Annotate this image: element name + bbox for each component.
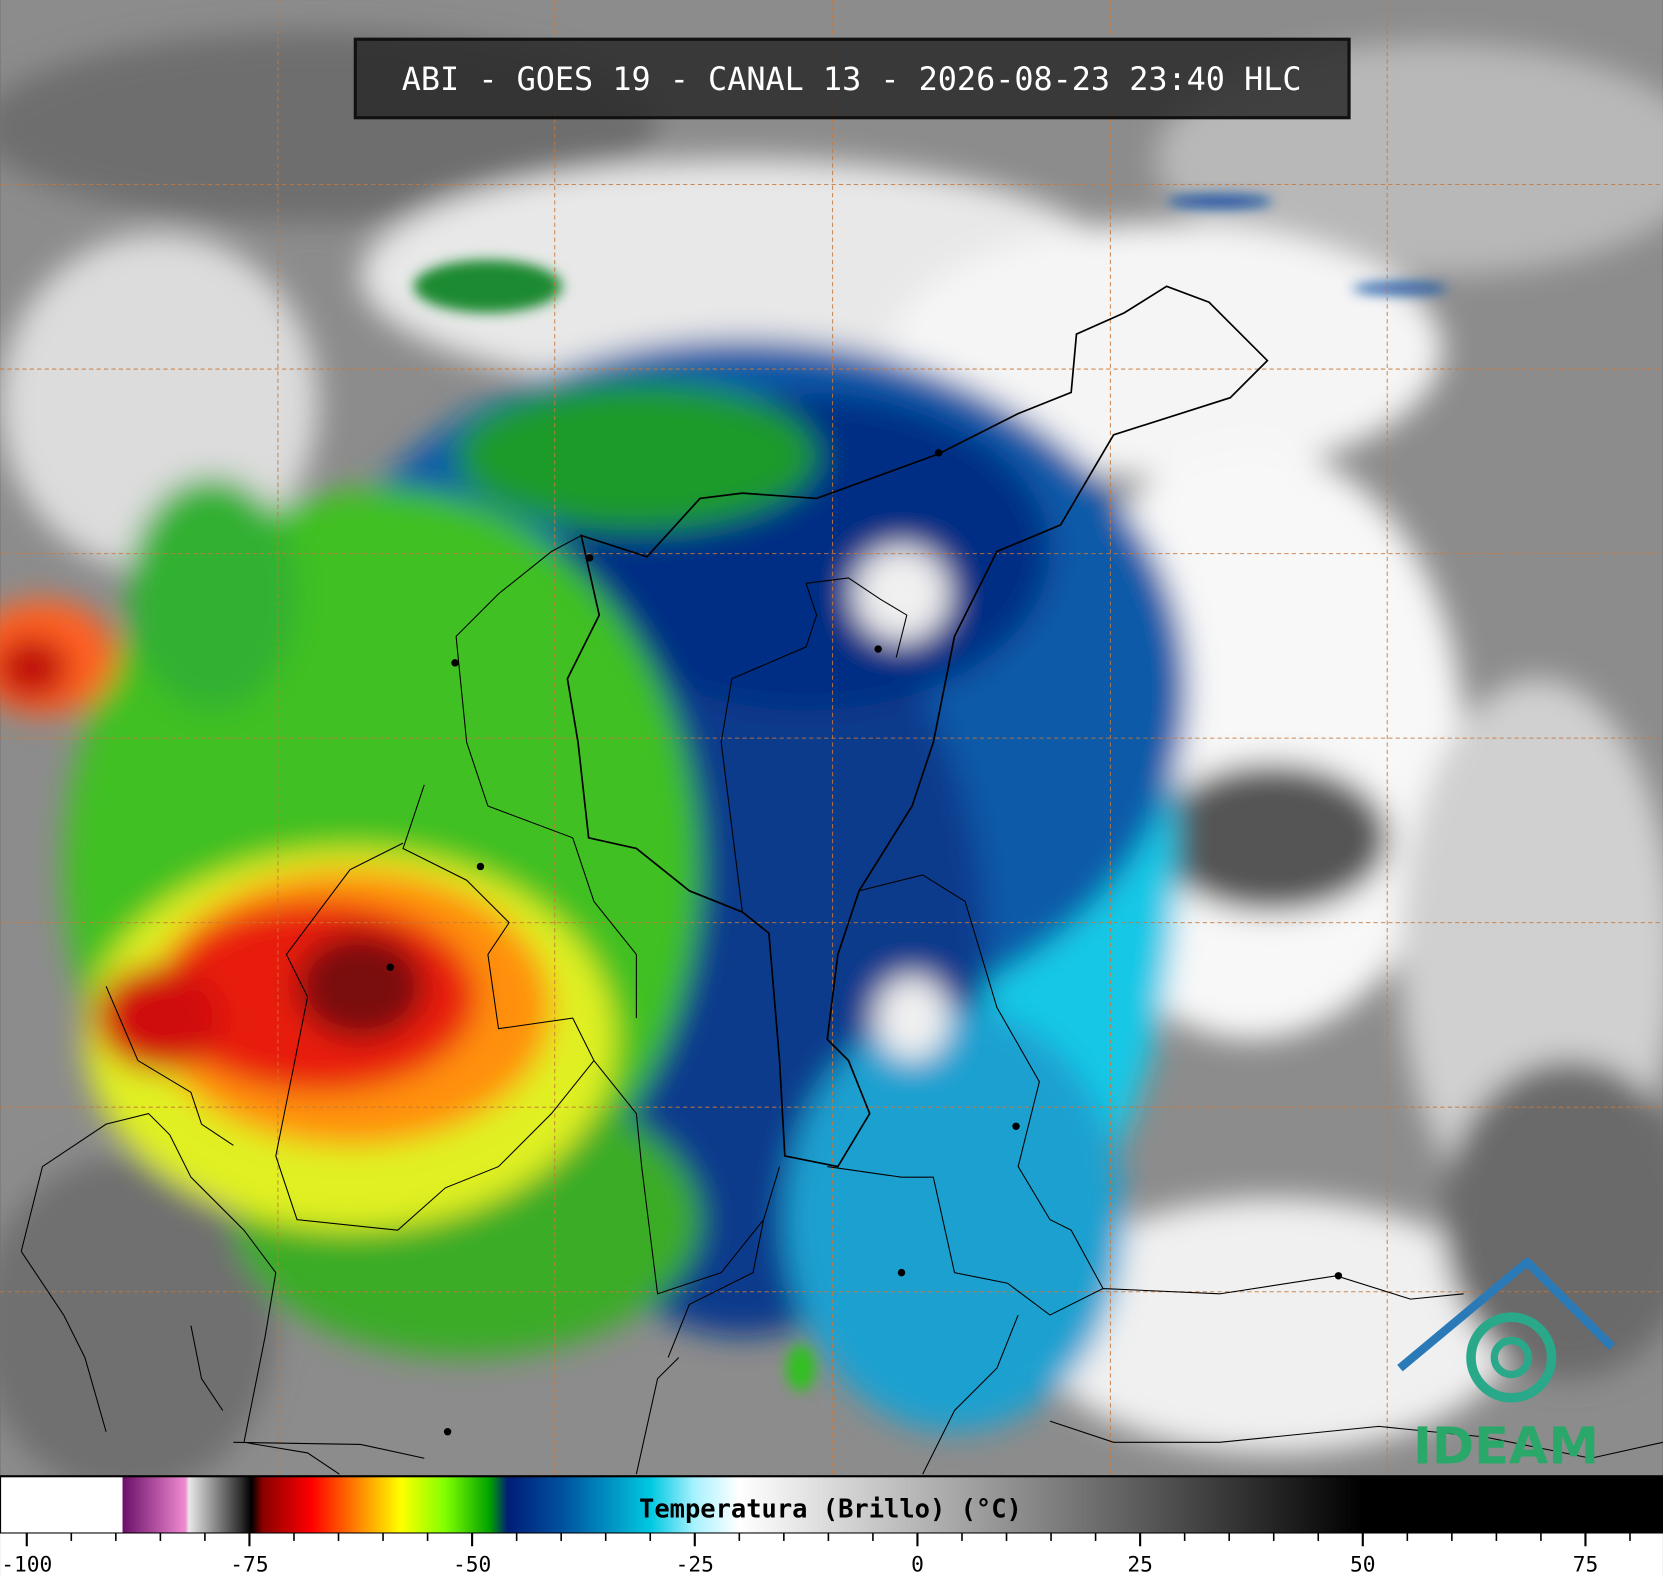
tick-label: 25 (1127, 1553, 1153, 1577)
borders (20, 285, 1663, 1475)
colorbar-axis: -100 -75 -50 -25 0 25 50 75 (1, 1533, 1631, 1577)
colorbar-label: Temperatura (Brillo) (°C) (639, 1495, 1022, 1525)
title: ABI - GOES 19 - CANAL 13 - 2026-08-23 23… (402, 60, 1302, 98)
title-box (353, 37, 1351, 120)
logo: IDEAM (1397, 1257, 1616, 1477)
colorbar (0, 1475, 1663, 1535)
tick-label: 50 (1350, 1553, 1376, 1577)
tick-label: -50 (453, 1553, 491, 1577)
graticule (0, 0, 1663, 1477)
tick-label: -25 (676, 1553, 714, 1577)
imagery: IDEAM (0, 0, 1663, 1477)
logo-text: IDEAM (1413, 1418, 1599, 1477)
tick-label: -75 (230, 1553, 268, 1577)
tick-label: 75 (1573, 1553, 1599, 1577)
tick-area (0, 1533, 1663, 1577)
tick-label: 0 (911, 1553, 924, 1577)
tick-label: -100 (1, 1553, 52, 1577)
